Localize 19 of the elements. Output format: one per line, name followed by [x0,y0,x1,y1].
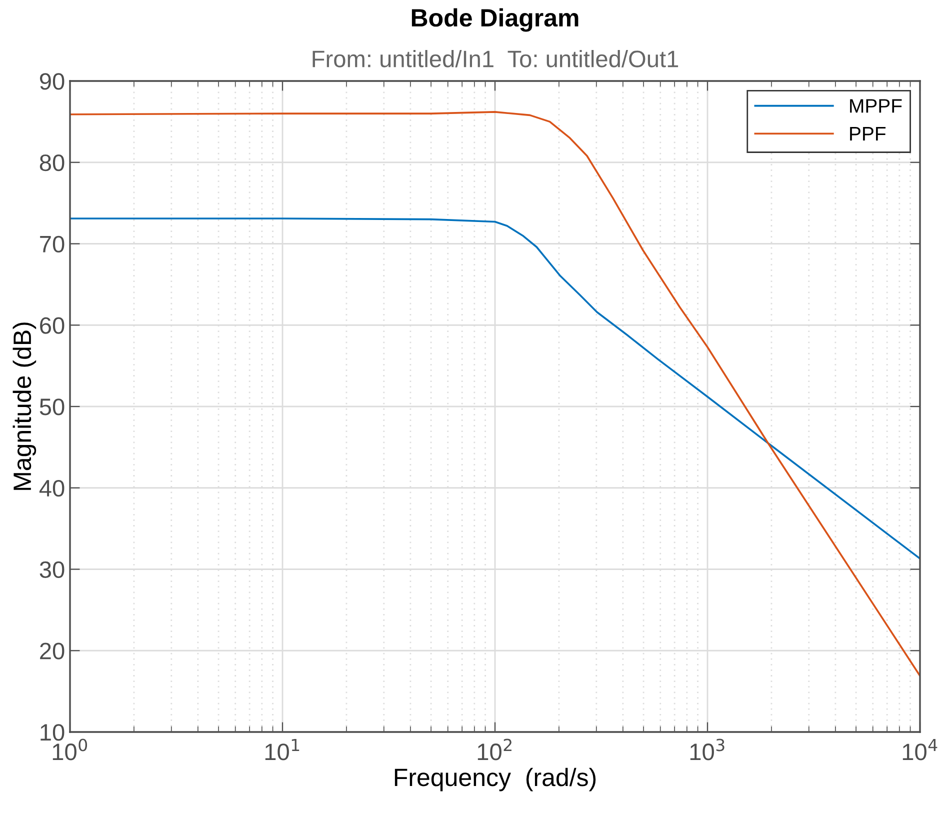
y-axis-title: Magnitude (dB) [12,322,36,490]
y-tick-label: 30 [40,561,64,578]
x-tick-label: 10$^{2}$ [478,738,512,760]
y-tick-label: 10 [40,724,64,741]
x-tick-label: 10$^{1}$ [265,738,300,760]
y-tick-label: 70 [40,236,64,253]
x-tick-label: 10$^{4}$ [902,738,938,760]
legend-label: PPF [850,127,886,140]
y-tick-label: 40 [39,480,64,497]
chart-title: Bode Diagram [412,8,578,32]
x-axis-title: Frequency (rad/s) [394,768,596,792]
legend-label: MPPF [850,99,902,113]
y-tick-label: 20 [40,642,64,660]
chart-subtitle: From: untitled/In1 To: untitled/Out1 [312,50,678,68]
y-tick-label: 90 [40,73,64,90]
y-tick-label: 50 [40,398,64,416]
y-tick-label: 80 [40,154,64,172]
x-tick-label: 10$^{3}$ [690,738,724,760]
y-tick-label: 60 [40,317,64,334]
